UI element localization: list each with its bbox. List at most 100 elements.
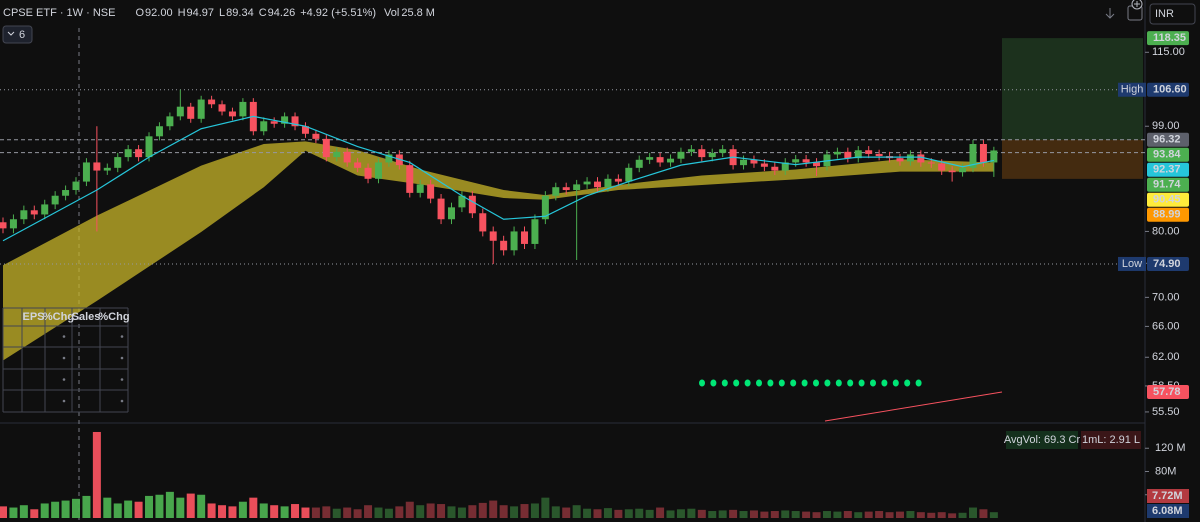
candle-body bbox=[573, 184, 581, 191]
candle-body bbox=[30, 210, 38, 215]
info-chip bbox=[1006, 431, 1078, 449]
header-text: 94.97 bbox=[187, 7, 215, 19]
candle-body bbox=[896, 158, 904, 162]
header-text: +4.92 (+5.51%) bbox=[300, 7, 376, 19]
volume-bar bbox=[875, 511, 884, 518]
signal-dot bbox=[744, 379, 751, 387]
volume-bar bbox=[134, 501, 143, 518]
volume-bar bbox=[645, 509, 654, 518]
candle-body bbox=[969, 144, 977, 168]
volume-bar bbox=[666, 510, 675, 518]
signal-dot bbox=[904, 379, 911, 387]
info-chip-text: 1mL: 2.91 L bbox=[1082, 434, 1140, 446]
ma-band bbox=[3, 141, 994, 361]
price-label: 106.60 bbox=[1153, 84, 1187, 96]
candle-body bbox=[228, 111, 236, 117]
volume-bar bbox=[238, 501, 247, 518]
volume-bar bbox=[948, 513, 957, 518]
volume-bar bbox=[270, 505, 279, 518]
volume-bar bbox=[489, 500, 498, 518]
header-text: C bbox=[259, 7, 267, 19]
volume-bar bbox=[541, 497, 550, 518]
candle-body bbox=[854, 150, 862, 159]
volume-bar bbox=[833, 511, 842, 518]
signal-dot bbox=[699, 379, 705, 387]
volume-bar bbox=[353, 509, 362, 518]
signal-dot bbox=[915, 379, 922, 387]
price-label-name: High bbox=[1121, 84, 1144, 96]
candle-body bbox=[93, 162, 101, 171]
candle-body bbox=[468, 195, 476, 214]
price-label-bg bbox=[1147, 256, 1189, 271]
indicators-count: 6 bbox=[19, 29, 25, 41]
candle-body bbox=[781, 162, 789, 171]
currency-button[interactable] bbox=[1149, 3, 1196, 25]
volume-bar bbox=[656, 507, 665, 518]
volume-bar bbox=[437, 504, 446, 518]
y-tick-label: 115.00 bbox=[1152, 46, 1185, 58]
header-text: CPSE ETF · 1W · NSE bbox=[3, 7, 115, 19]
volume-bar bbox=[614, 509, 623, 518]
candle-body bbox=[948, 170, 956, 173]
volume-bar bbox=[822, 511, 831, 518]
price-label-bg bbox=[1147, 132, 1189, 147]
candle-body bbox=[656, 157, 664, 163]
table-dot bbox=[62, 399, 66, 403]
candle-body bbox=[552, 187, 560, 196]
volume-bar bbox=[697, 509, 706, 518]
candle-body bbox=[114, 157, 122, 168]
candle-body bbox=[865, 150, 873, 154]
volume-bar bbox=[426, 503, 435, 518]
price-label: 92.37 bbox=[1153, 164, 1181, 176]
header-text: 89.34 bbox=[226, 7, 254, 19]
candle-body bbox=[427, 184, 435, 199]
volume-bar bbox=[916, 512, 925, 518]
volume-bar bbox=[0, 506, 7, 518]
volume-bar bbox=[343, 507, 352, 518]
candle-body bbox=[604, 178, 612, 188]
volume-label-bg bbox=[1147, 504, 1189, 518]
price-label: 88.99 bbox=[1153, 209, 1181, 221]
candle-body bbox=[979, 144, 987, 163]
volume-bar bbox=[478, 502, 487, 518]
volume-bar bbox=[332, 508, 341, 518]
volume-bar bbox=[9, 507, 18, 518]
volume-bar bbox=[854, 512, 863, 518]
candle-body bbox=[374, 162, 382, 179]
table-dot bbox=[120, 356, 124, 360]
info-chip bbox=[1081, 431, 1141, 449]
currency-label: INR bbox=[1155, 8, 1174, 20]
table-dot bbox=[62, 356, 66, 360]
candle-body bbox=[541, 195, 549, 220]
volume-bar bbox=[61, 500, 70, 518]
volume-bar bbox=[301, 507, 310, 518]
price-label-bg bbox=[1147, 177, 1189, 192]
candle-body bbox=[41, 204, 49, 215]
volume-bar bbox=[927, 512, 936, 518]
table-header: %Chg bbox=[98, 311, 129, 323]
price-label-name-bg bbox=[1118, 256, 1146, 271]
price-label-bg bbox=[1147, 31, 1189, 46]
volume-bar bbox=[103, 497, 112, 518]
price-label: 118.35 bbox=[1153, 32, 1186, 44]
volume-bar bbox=[447, 506, 456, 518]
volume-bar bbox=[30, 509, 39, 518]
volume-bar bbox=[802, 511, 811, 518]
candle-body bbox=[218, 104, 226, 112]
volume-bar bbox=[562, 507, 571, 518]
candle-body bbox=[875, 153, 883, 157]
volume-bar bbox=[708, 511, 717, 518]
volume-bar bbox=[165, 491, 174, 518]
candle-body bbox=[802, 159, 810, 163]
volume-bar bbox=[197, 494, 206, 518]
price-label-name-bg bbox=[1118, 82, 1146, 97]
signal-dot bbox=[710, 379, 717, 387]
indicators-toggle[interactable] bbox=[2, 25, 33, 44]
volume-bar bbox=[124, 500, 133, 518]
volume-bar bbox=[687, 508, 696, 518]
volume-bar bbox=[113, 503, 122, 518]
volume-bar bbox=[416, 505, 425, 518]
volume-bar bbox=[51, 501, 60, 518]
candle-body bbox=[51, 195, 59, 205]
candle-body bbox=[510, 231, 518, 251]
